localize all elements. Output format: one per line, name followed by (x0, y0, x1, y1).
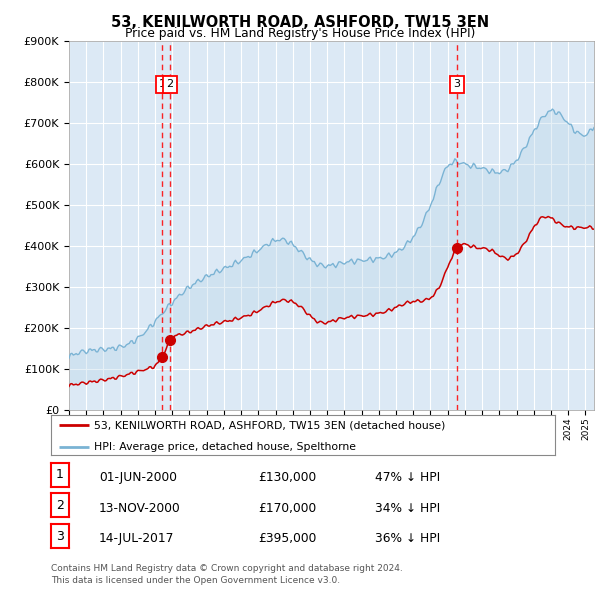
Text: £130,000: £130,000 (258, 471, 316, 484)
Text: 47% ↓ HPI: 47% ↓ HPI (375, 471, 440, 484)
Text: 2: 2 (56, 499, 64, 512)
Text: 3: 3 (454, 80, 460, 90)
Text: 3: 3 (56, 530, 64, 543)
Text: £170,000: £170,000 (258, 502, 316, 514)
Text: 1: 1 (159, 80, 166, 90)
Text: Contains HM Land Registry data © Crown copyright and database right 2024.
This d: Contains HM Land Registry data © Crown c… (51, 565, 403, 585)
Text: HPI: Average price, detached house, Spelthorne: HPI: Average price, detached house, Spel… (94, 442, 356, 452)
Text: 53, KENILWORTH ROAD, ASHFORD, TW15 3EN: 53, KENILWORTH ROAD, ASHFORD, TW15 3EN (111, 15, 489, 30)
Text: 01-JUN-2000: 01-JUN-2000 (99, 471, 177, 484)
Text: £395,000: £395,000 (258, 532, 316, 545)
Text: 36% ↓ HPI: 36% ↓ HPI (375, 532, 440, 545)
Text: 34% ↓ HPI: 34% ↓ HPI (375, 502, 440, 514)
Text: 53, KENILWORTH ROAD, ASHFORD, TW15 3EN (detached house): 53, KENILWORTH ROAD, ASHFORD, TW15 3EN (… (94, 421, 445, 430)
Text: 13-NOV-2000: 13-NOV-2000 (99, 502, 181, 514)
Text: 14-JUL-2017: 14-JUL-2017 (99, 532, 175, 545)
Text: Price paid vs. HM Land Registry's House Price Index (HPI): Price paid vs. HM Land Registry's House … (125, 27, 475, 40)
Text: 1: 1 (56, 468, 64, 481)
Text: 2: 2 (166, 80, 173, 90)
